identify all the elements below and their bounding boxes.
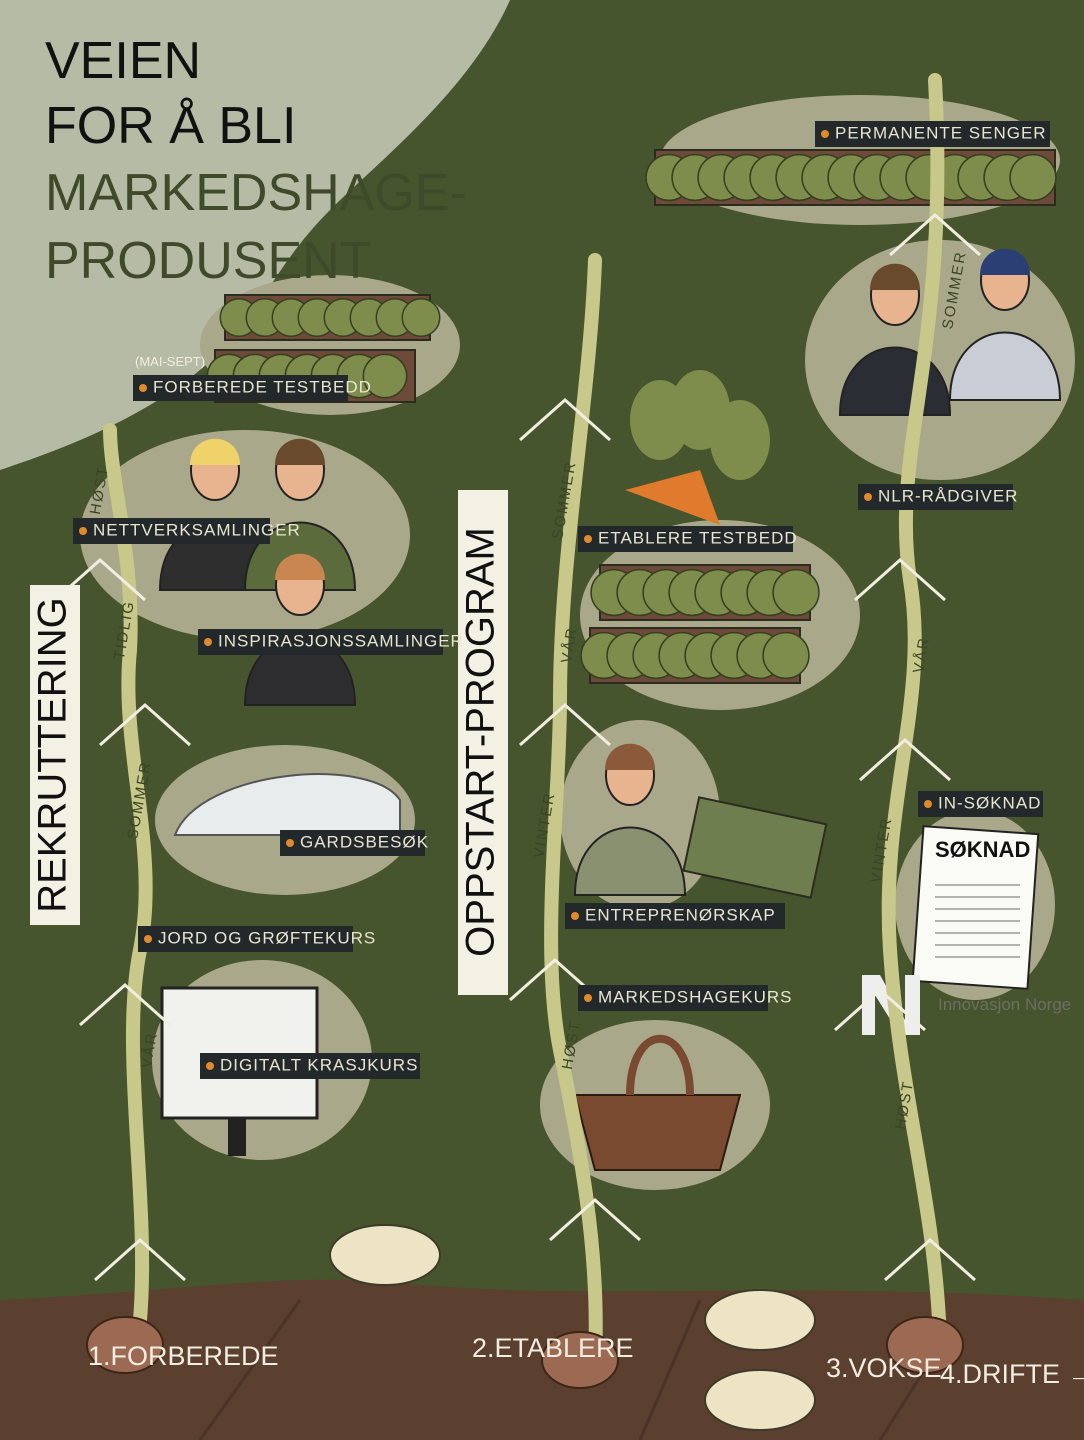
label-dot (139, 384, 147, 392)
activity-label: MARKEDSHAGEKURS (598, 987, 792, 1006)
title-line: MARKEDSHAGE- (45, 164, 467, 222)
sprout (705, 1370, 815, 1430)
stage-label: 2.ETABLERE (472, 1333, 634, 1363)
label-dot (924, 800, 932, 808)
title-line: VEIEN (45, 32, 201, 90)
label-dot (584, 994, 592, 1002)
poster: VEIEN FOR Å BLI MARKEDSHAGE- PRODUSENT R… (0, 0, 1084, 1440)
activity-label: JORD OG GRØFTEKURS (158, 928, 376, 947)
activity-label: INSPIRASJONSSAMLINGER (218, 631, 464, 650)
sprout (330, 1225, 440, 1285)
label-dot (144, 935, 152, 943)
label-dot (864, 493, 872, 501)
stage-label: 4.DRIFTE → (940, 1359, 1084, 1389)
activity-label: ENTREPRENØRSKAP (585, 905, 776, 924)
plant (763, 633, 809, 679)
section-label: OPPSTART-PROGRAM (459, 527, 503, 957)
stage-label: 1.FORBEREDE (88, 1341, 279, 1371)
stand (228, 1118, 246, 1156)
activity-label: GARDSBESØK (300, 832, 429, 851)
label-dot (206, 1062, 214, 1070)
section-label: REKRUTTERING (31, 597, 75, 913)
activity-label: NETTVERKSAMLINGER (93, 520, 301, 539)
logo: Innovasjon Norge (938, 995, 1071, 1014)
title-line: PRODUSENT (45, 232, 371, 290)
label-dot (286, 839, 294, 847)
plant (1010, 155, 1056, 201)
label-dot (584, 535, 592, 543)
plant (402, 299, 440, 337)
leaves (710, 400, 770, 480)
activity-label: FORBEREDE TESTBEDD (153, 377, 372, 396)
label-dot (571, 912, 579, 920)
activity-label: NLR-RÅDGIVER (878, 486, 1018, 505)
activity-label: PERMANENTE SENGER (835, 123, 1047, 142)
title-line: FOR Å BLI (45, 97, 296, 155)
label-dot (79, 527, 87, 535)
label-dot (204, 638, 212, 646)
stage-label: 3.VOKSE (826, 1353, 942, 1383)
activity-label: DIGITALT KRASJKURS (220, 1055, 418, 1074)
label-dot (821, 130, 829, 138)
note: (MAI-SEPT) (135, 354, 205, 369)
sprout (705, 1290, 815, 1350)
plant (773, 570, 819, 616)
activity-label: IN-SØKNAD (938, 793, 1041, 812)
activity-label: ETABLERE TESTBEDD (598, 528, 798, 547)
document-heading: SØKNAD (935, 837, 1030, 862)
basket (575, 1095, 740, 1170)
